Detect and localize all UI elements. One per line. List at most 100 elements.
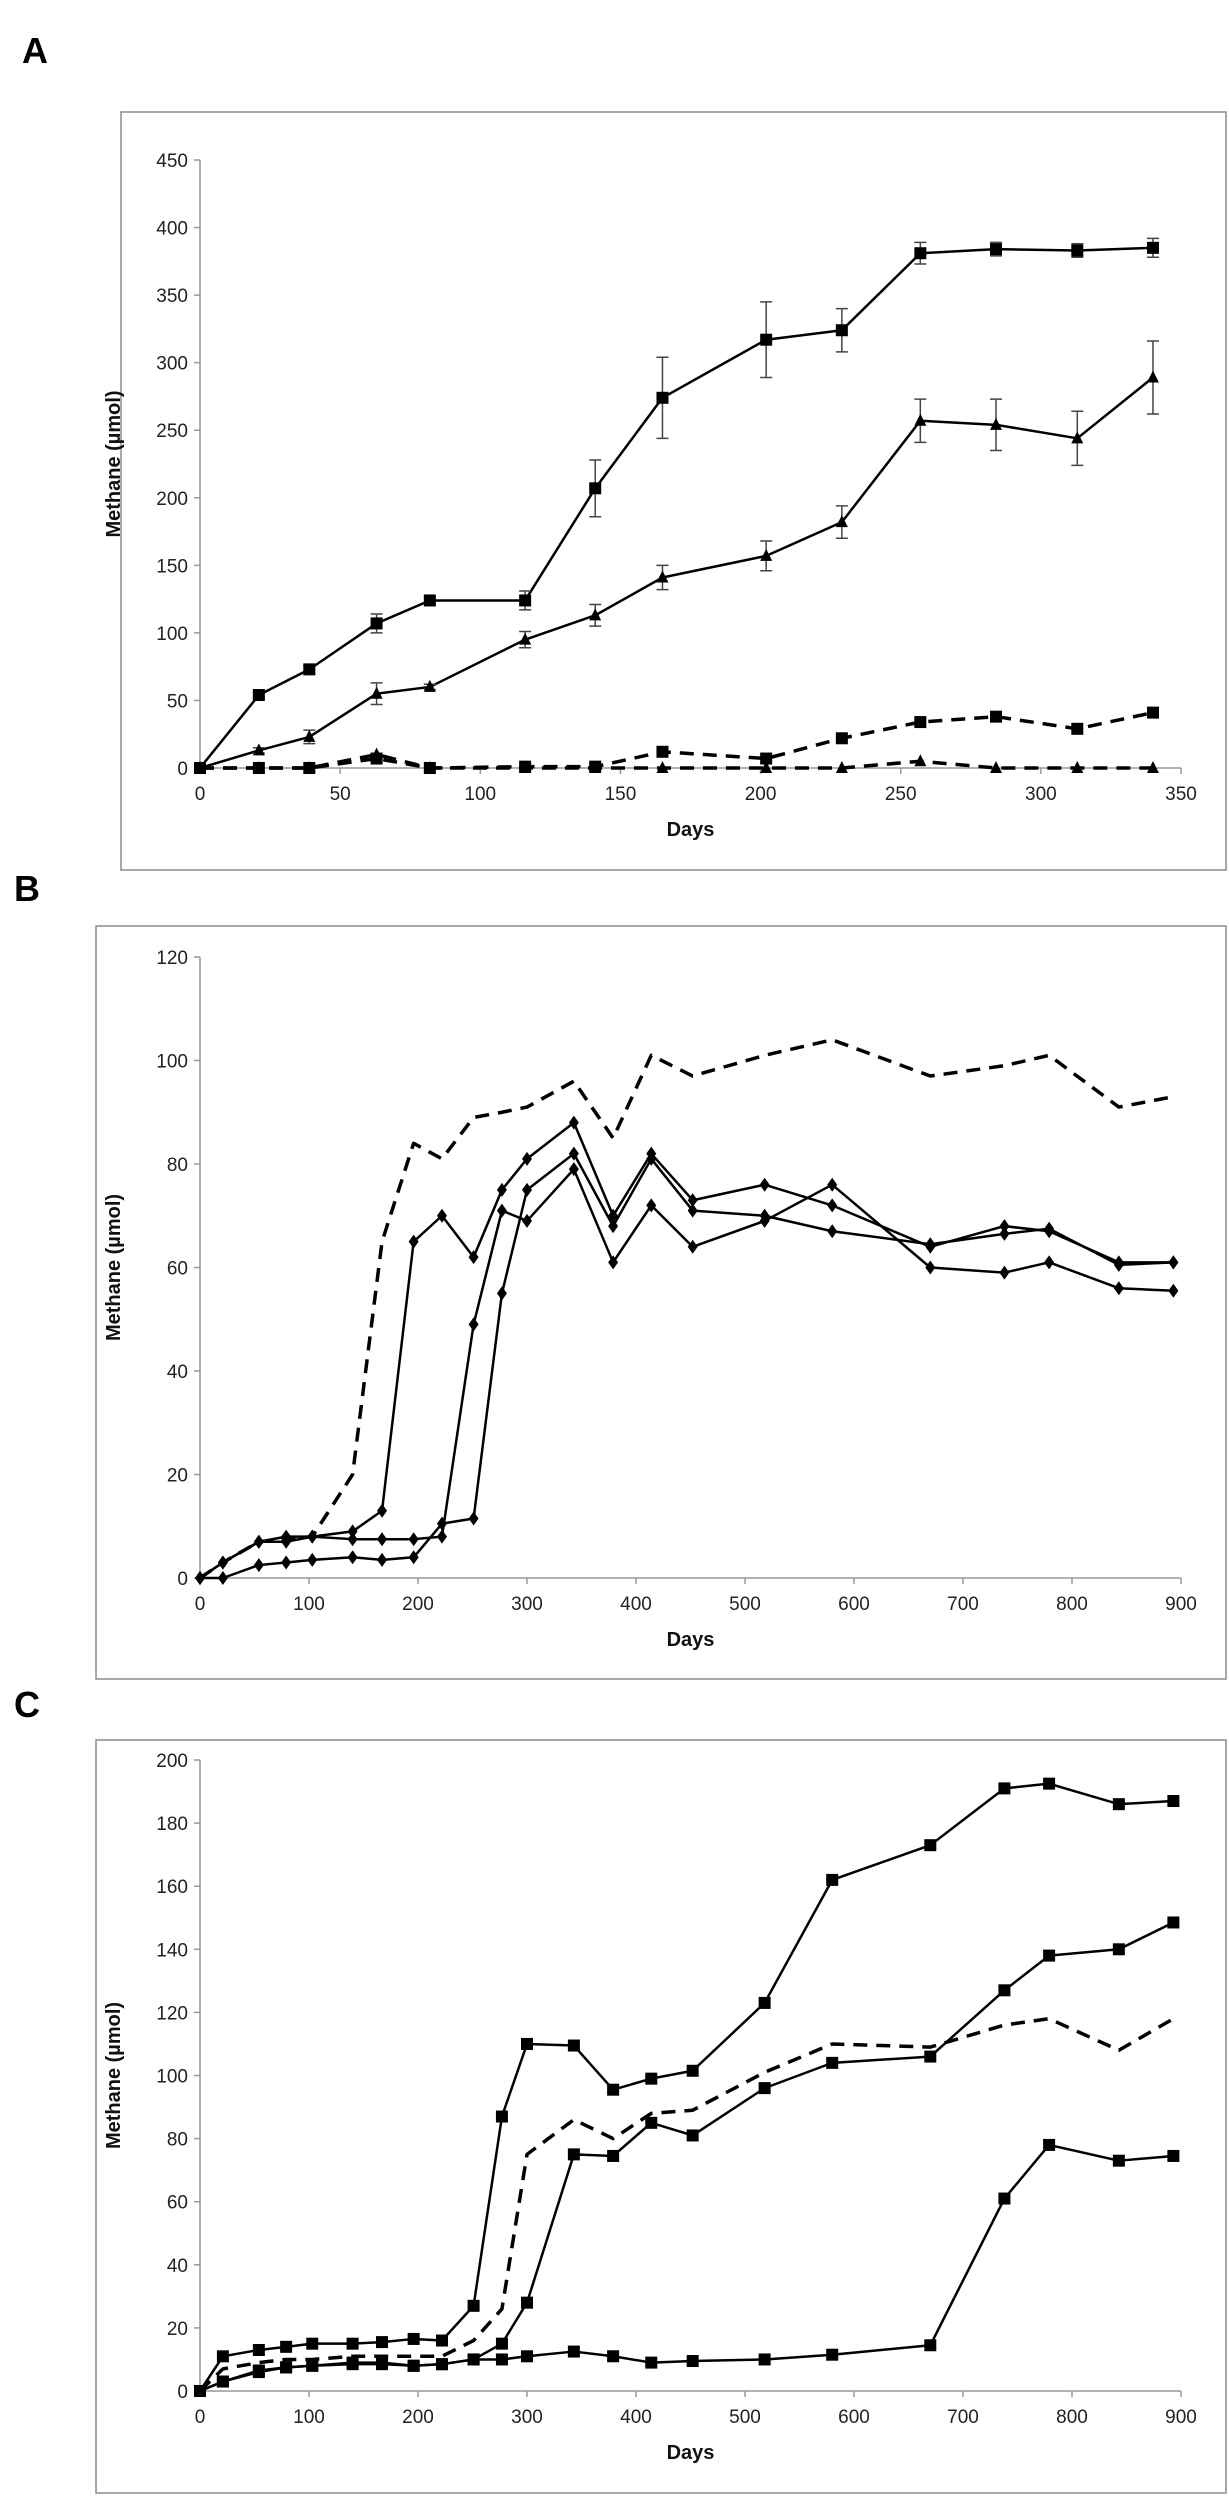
data-point-square	[521, 2350, 533, 2363]
series-dashed	[198, 2016, 1175, 2393]
data-point-diamond	[377, 1552, 388, 1567]
data-point-square	[1146, 241, 1159, 254]
series-solid-triangle	[194, 340, 1159, 773]
data-point-diamond	[377, 1503, 388, 1518]
data-point-square	[760, 752, 773, 765]
series-replicate-2	[194, 1916, 1180, 2397]
data-point-square	[924, 2339, 937, 2352]
series-line	[199, 1121, 1174, 1580]
data-point-square	[589, 482, 602, 495]
y-tick-label: 150	[156, 556, 188, 577]
data-point-diamond	[436, 1208, 447, 1223]
data-point-diamond	[496, 1203, 507, 1218]
panel-frame	[95, 1739, 1227, 2494]
data-point-diamond	[496, 1182, 507, 1197]
y-tick-label: 0	[177, 759, 188, 780]
data-point-triangle	[1071, 761, 1084, 773]
data-point-square	[521, 2037, 533, 2050]
data-point-square	[758, 2353, 771, 2366]
data-point-diamond	[496, 1286, 507, 1301]
y-tick-label: 80	[167, 2130, 188, 2151]
data-point-diamond	[1168, 1283, 1179, 1298]
data-point-triangle	[519, 632, 532, 645]
y-tick-label: 140	[156, 1940, 188, 1961]
panel-label-b: B	[14, 868, 40, 909]
data-point-square	[1071, 722, 1084, 735]
data-point-diamond	[568, 1162, 579, 1177]
data-point-diamond	[687, 1193, 698, 1208]
data-point-triangle	[835, 761, 848, 773]
data-point-triangle	[423, 679, 436, 692]
data-point-triangle	[589, 761, 602, 773]
data-point-square	[758, 1996, 771, 2009]
data-point-square	[998, 2192, 1011, 2205]
data-point-square	[645, 2072, 658, 2085]
panel-frame	[120, 111, 1227, 871]
y-tick-label: 60	[167, 2193, 188, 2214]
data-point-diamond	[646, 1151, 657, 1166]
data-point-square	[346, 2337, 359, 2350]
y-tick-label: 0	[177, 1569, 188, 1590]
data-point-square	[826, 2348, 839, 2361]
data-point-square	[835, 324, 848, 337]
data-point-square	[998, 1984, 1011, 1997]
data-point-diamond	[1044, 1255, 1055, 1270]
x-tick-label: 600	[838, 2407, 870, 2428]
data-point-square	[567, 2148, 580, 2161]
x-axis-title: Days	[667, 1629, 715, 1651]
y-tick-label: 20	[167, 1466, 188, 1487]
data-point-square	[216, 2350, 229, 2363]
data-point-triangle	[760, 548, 773, 561]
series-line	[199, 376, 1154, 770]
data-point-diamond	[408, 1234, 419, 1249]
data-point-square	[1043, 1777, 1056, 1790]
y-tick-label: 250	[156, 421, 188, 442]
series-replicate-3	[194, 2138, 1180, 2397]
data-point-square	[998, 1782, 1011, 1795]
data-point-diamond	[217, 1571, 228, 1585]
chart-panel-a: 0 50 100 150 200 250 300 350 400 450 0 50 100 150 200 2…	[103, 111, 1227, 871]
data-point-square	[435, 2358, 448, 2371]
x-tick-label: 350	[1165, 784, 1197, 805]
series-replicate-3	[195, 1146, 1179, 1585]
data-point-diamond	[522, 1151, 532, 1166]
y-tick-label: 80	[167, 1155, 188, 1176]
data-point-diamond	[1044, 1221, 1055, 1236]
data-point-triangle	[194, 761, 206, 773]
data-point-square	[370, 617, 383, 630]
x-tick-label: 900	[1165, 2407, 1197, 2428]
x-tick-label: 50	[330, 784, 351, 805]
data-point-square	[306, 2337, 319, 2350]
data-point-diamond	[646, 1198, 657, 1213]
data-point-diamond	[687, 1239, 698, 1254]
y-tick-label: 60	[167, 1259, 188, 1280]
data-point-diamond	[999, 1219, 1010, 1234]
data-point-triangle	[990, 761, 1003, 773]
data-point-square	[467, 2353, 480, 2366]
series-replicate-2	[195, 1162, 1179, 1585]
y-tick-label: 20	[167, 2319, 188, 2340]
y-axis-title: Methane (µmol)	[103, 2002, 125, 2149]
y-tick-label: 100	[156, 1052, 188, 1073]
panel-frame	[95, 925, 1227, 1680]
data-point-diamond	[687, 1203, 698, 1218]
data-point-diamond	[827, 1224, 838, 1239]
series-line	[200, 1152, 1174, 1580]
y-tick-label: 200	[156, 489, 188, 510]
data-point-diamond	[1113, 1257, 1124, 1272]
y-tick-label: 50	[167, 691, 188, 712]
data-point-square	[835, 732, 848, 745]
x-tick-label: 100	[464, 784, 496, 805]
data-point-square	[1112, 2154, 1125, 2167]
x-tick-label: 250	[885, 784, 917, 805]
data-point-triangle	[423, 761, 436, 773]
x-tick-label: 300	[511, 2407, 543, 2428]
data-point-diamond	[759, 1208, 770, 1223]
x-tick-label: 0	[195, 2407, 206, 2428]
data-point-diamond	[281, 1555, 292, 1570]
data-point-square	[252, 2364, 265, 2377]
data-point-square	[346, 2358, 359, 2371]
series-dashed	[199, 1038, 1174, 1580]
chart-panel-b: 0 20 40 60 80 100 120 0 100 200 300 400 500 600 700 800…	[95, 925, 1227, 1680]
y-tick-label: 40	[167, 1362, 188, 1383]
